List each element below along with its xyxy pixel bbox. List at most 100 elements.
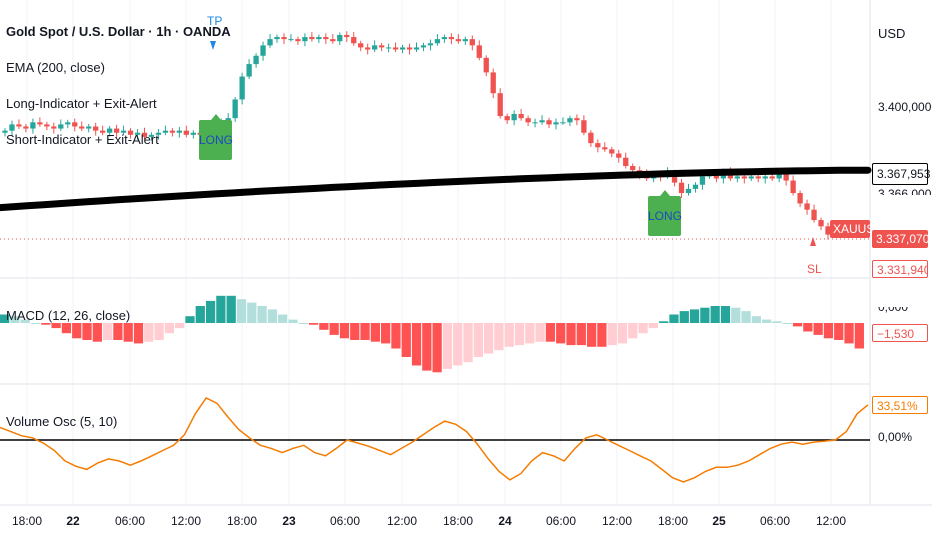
tp-arrow-icon xyxy=(210,41,216,50)
macd-bar xyxy=(617,323,628,344)
macd-bar xyxy=(247,302,257,323)
tp-marker xyxy=(210,41,216,50)
macd-bar xyxy=(339,323,350,339)
candle-body xyxy=(372,45,378,50)
candle-body xyxy=(602,147,608,150)
candle-body xyxy=(581,120,587,133)
macd-bar xyxy=(432,323,442,373)
candle-body xyxy=(748,176,754,179)
ema-200-line xyxy=(0,166,872,212)
candle-body xyxy=(274,37,280,40)
price-tick: 3.400,000 xyxy=(878,100,932,114)
time-tick-label: 12:00 xyxy=(386,514,418,528)
indicator-long-label[interactable]: Long-Indicator + Exit-Alert xyxy=(6,96,157,111)
candle-body xyxy=(476,45,482,58)
macd-bar xyxy=(92,323,102,342)
macd-bar xyxy=(597,323,607,347)
symbol-title[interactable]: Gold Spot / U.S. Dollar · 1h · OANDA xyxy=(6,24,231,39)
macd-bar xyxy=(226,295,236,323)
macd-label[interactable]: MACD (12, 26, close) xyxy=(6,308,131,323)
macd-bar xyxy=(10,316,20,323)
macd-bar xyxy=(298,323,308,324)
volume-osc-label[interactable]: Volume Osc (5, 10) xyxy=(6,414,118,429)
candle-body xyxy=(302,37,308,42)
macd-bar xyxy=(72,323,82,339)
macd-bar xyxy=(102,323,113,340)
time-tick-label: 12:00 xyxy=(170,514,202,528)
macd-bar xyxy=(185,316,195,323)
sl-arrow-icon xyxy=(810,237,816,246)
candle-body xyxy=(699,176,706,185)
macd-bar xyxy=(586,323,597,347)
candle-body xyxy=(120,130,127,133)
candle-body xyxy=(713,174,720,179)
macd-histogram xyxy=(0,295,864,373)
candle-body xyxy=(190,132,196,135)
candle-body xyxy=(392,47,399,50)
candle-body xyxy=(9,124,15,131)
macd-bar xyxy=(710,306,720,323)
indicator-ema-label[interactable]: EMA (200, close) xyxy=(6,60,105,75)
candle-body xyxy=(455,39,461,42)
candle-body xyxy=(441,37,448,40)
candle-body xyxy=(127,130,134,135)
macd-tick-partial: 0,000 xyxy=(878,307,909,314)
macd-bar xyxy=(648,323,659,329)
candle-body xyxy=(148,134,155,137)
candle-body xyxy=(79,126,85,129)
macd-bar xyxy=(329,323,339,335)
candle-body xyxy=(406,47,413,50)
macd-bar xyxy=(144,323,154,342)
candle-body xyxy=(260,45,266,56)
candle-body xyxy=(769,176,775,179)
sl-label: SL xyxy=(807,262,822,276)
macd-bar xyxy=(556,323,566,344)
candle-body xyxy=(23,126,29,129)
candle-body xyxy=(295,39,301,42)
candle-body xyxy=(462,39,468,42)
sl-price-tag: 3.331,940 xyxy=(872,260,928,278)
macd-bar xyxy=(164,323,175,334)
candle-body xyxy=(253,55,259,65)
candle-body xyxy=(490,72,496,94)
candle-body xyxy=(685,188,692,194)
macd-bar xyxy=(669,314,679,323)
candle-body xyxy=(469,39,475,46)
macd-bar xyxy=(205,300,216,323)
indicator-short-label[interactable]: Short-Indicator + Exit-Alert xyxy=(6,132,159,147)
candle-body xyxy=(448,37,455,40)
candle-body xyxy=(176,130,183,133)
macd-bar xyxy=(720,306,731,323)
macd-bar xyxy=(494,323,504,351)
candle-body xyxy=(337,34,343,42)
macd-bar xyxy=(123,323,133,342)
candle-body xyxy=(671,172,678,183)
macd-bar xyxy=(41,323,51,325)
currency-label[interactable]: USD xyxy=(878,26,906,41)
candle-body xyxy=(818,220,824,227)
candle-body xyxy=(399,47,406,50)
macd-value-tag: −1,530 xyxy=(872,324,928,342)
macd-bar xyxy=(51,323,61,329)
volume-osc-value-tag: 33,51% xyxy=(872,396,928,414)
macd-bar xyxy=(659,321,669,323)
macd-bar xyxy=(133,323,144,344)
candle-body xyxy=(609,149,615,154)
candle-body xyxy=(797,193,803,204)
candle-body xyxy=(246,64,252,77)
macd-bar xyxy=(319,323,329,330)
candle-body xyxy=(365,47,371,50)
macd-bar xyxy=(576,323,586,346)
candle-body xyxy=(86,126,92,129)
volume-osc-line xyxy=(0,397,869,483)
symbol-title-text: Gold Spot / U.S. Dollar · 1h · OANDA xyxy=(6,24,231,39)
candle-body xyxy=(420,45,427,48)
candle-body xyxy=(99,130,106,133)
macd-bar xyxy=(175,323,185,329)
candle-body xyxy=(783,174,789,181)
macd-bar xyxy=(782,323,792,324)
candle-body xyxy=(574,118,580,121)
long-signal-badge: LONG xyxy=(199,114,233,160)
candle-body xyxy=(2,130,8,133)
